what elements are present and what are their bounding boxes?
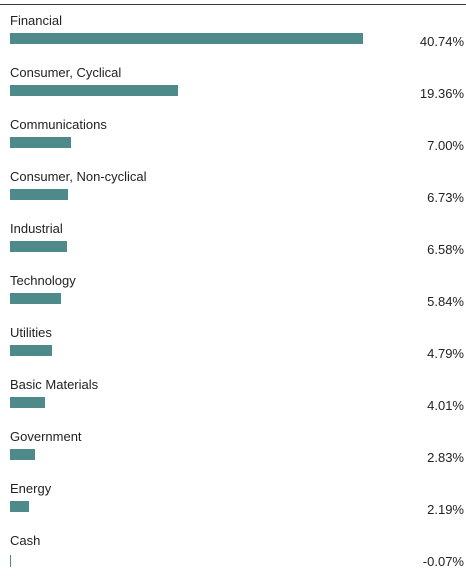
bar-row: Technology 5.84% [0,273,466,325]
value-label: 2.19% [427,502,464,517]
bar [10,85,178,96]
bar [10,449,35,460]
bar [10,345,52,356]
bar [10,555,11,567]
bar-row: Utilities 4.79% [0,325,466,377]
bar-row: Basic Materials 4.01% [0,377,466,429]
bar [10,189,68,200]
category-label: Government [10,429,82,444]
category-label: Technology [10,273,76,288]
bar-row: Industrial 6.58% [0,221,466,273]
value-label: 2.83% [427,450,464,465]
bar [10,137,71,148]
category-label: Basic Materials [10,377,99,392]
bar-row: Consumer, Non-cyclical 6.73% [0,169,466,221]
value-label: 4.01% [427,398,464,413]
bar-row: Communications 7.00% [0,117,466,169]
top-rule [0,4,466,5]
category-label: Consumer, Non-cyclical [10,169,147,184]
bar [10,293,61,304]
value-label: 4.79% [427,346,464,361]
category-label: Industrial [10,221,63,236]
bar [10,501,29,512]
bar-row: Cash -0.07% [0,533,466,585]
value-label: 40.74% [419,34,464,49]
value-label: 6.73% [427,190,464,205]
bar-row: Government 2.83% [0,429,466,481]
category-label: Financial [10,13,63,28]
value-label: 6.58% [427,242,464,257]
value-label: 5.84% [427,294,464,309]
category-label: Energy [10,481,52,496]
category-label: Cash [10,533,41,548]
bar-row: Financial 40.74% [0,13,466,65]
value-label: -0.07% [422,554,464,569]
sector-bar-chart: Financial 40.74% Consumer, Cyclical 19.36% C… [0,13,466,569]
bar [10,33,363,44]
bar-row: Energy 2.19% [0,481,466,533]
category-label: Utilities [10,325,52,340]
category-label: Communications [10,117,107,132]
bar-row: Consumer, Cyclical 19.36% [0,65,466,117]
value-label: 7.00% [427,138,464,153]
bar [10,397,45,408]
value-label: 19.36% [419,86,464,101]
bar [10,241,67,252]
category-label: Consumer, Cyclical [10,65,122,80]
